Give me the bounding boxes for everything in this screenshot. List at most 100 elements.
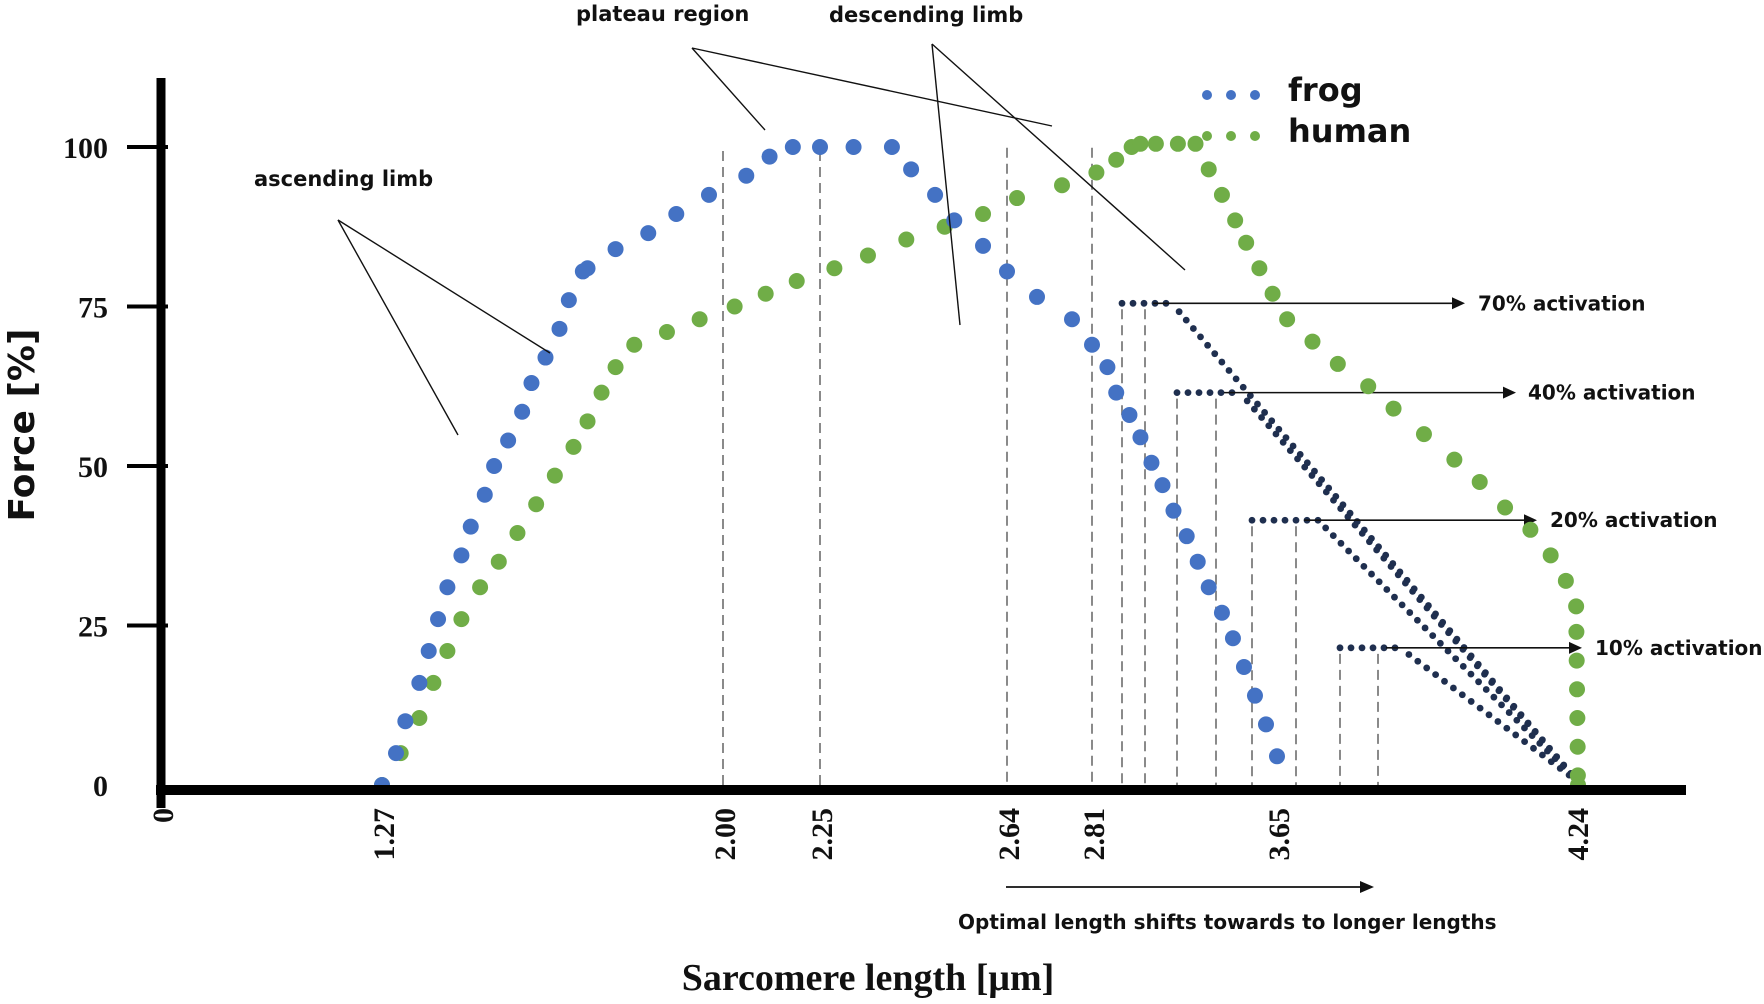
activation-dot (1509, 703, 1517, 711)
frog-point (523, 375, 540, 392)
frog-point (1189, 553, 1206, 570)
descending-limb-label: descending limb (829, 3, 1023, 27)
human-point (1054, 177, 1070, 194)
human-point (1360, 378, 1377, 395)
activation-dot (1375, 578, 1383, 586)
activation-dot (1279, 438, 1287, 446)
activation-dot (1467, 670, 1475, 678)
legend-marker-human (1202, 131, 1260, 141)
data-series (374, 135, 1586, 793)
human-point (1471, 473, 1488, 490)
series-human (374, 135, 1586, 793)
human-point (565, 438, 582, 455)
activation-dot (1246, 392, 1254, 400)
human-point (1446, 451, 1463, 468)
activation-dot (1373, 546, 1381, 554)
activation-dot (1195, 389, 1203, 397)
activation-dot (1398, 601, 1406, 609)
activation-dot (1414, 657, 1422, 665)
activation-dot (1436, 639, 1444, 647)
activation-dot (1405, 651, 1413, 658)
activation-dot (1336, 644, 1344, 652)
human-point (472, 579, 489, 596)
human-point (1569, 738, 1586, 755)
legend-label-frog: frog (1288, 71, 1363, 109)
frog-point (927, 186, 944, 203)
frog-point (1132, 429, 1149, 446)
frog-point (784, 139, 801, 155)
activation-dot (1211, 350, 1219, 358)
activation-dot (1308, 472, 1316, 479)
human-point (1238, 234, 1255, 251)
activation-dot (1485, 711, 1493, 719)
human-point (1568, 652, 1585, 669)
frog-point (500, 432, 517, 449)
ascending-pointer-2 (337, 219, 551, 354)
activation-dot (1352, 555, 1360, 563)
human-point (1415, 426, 1432, 443)
human-point (859, 247, 876, 264)
descending-pointer-1 (931, 43, 961, 326)
activation-dot (1444, 647, 1452, 655)
activation-dot (1556, 765, 1564, 772)
activation-dot (1495, 687, 1503, 695)
human-point (1385, 400, 1402, 417)
frog-point (388, 745, 405, 762)
activation-dot (1217, 389, 1225, 397)
frog-point (738, 167, 755, 184)
frog-point (1143, 454, 1160, 471)
human-point (726, 298, 743, 315)
human-point (1251, 260, 1268, 277)
activation-dot (1250, 405, 1258, 413)
activation-dot (1197, 333, 1204, 341)
activation-dot (1182, 316, 1190, 324)
plateau-pointer-2 (691, 47, 1053, 127)
activation-dot (1502, 695, 1510, 703)
human-point (528, 496, 545, 513)
frog-point (668, 205, 685, 222)
activation-label: 20% activation (1550, 508, 1718, 532)
human-point (826, 260, 843, 277)
activation-arrowhead (1452, 297, 1465, 310)
activation-dot (1450, 684, 1457, 692)
frog-point (486, 458, 503, 474)
legend-marker-frog (1202, 90, 1260, 100)
human-point (1569, 681, 1586, 698)
frog-point (514, 403, 531, 420)
human-point (975, 205, 992, 222)
human-point (691, 311, 708, 328)
activation-dot (1351, 521, 1359, 529)
activation-dot (1466, 654, 1474, 662)
human-point (579, 413, 596, 430)
activation-dot (1268, 417, 1276, 425)
activation-dot (1243, 397, 1251, 405)
activation-curves: 70% activation 40% activation 20% activati… (1118, 291, 1763, 787)
activation-dot (1416, 596, 1424, 604)
y-axis-title: Force [%] (2, 329, 43, 522)
activation-dot (1369, 644, 1377, 652)
activation-dot (1452, 637, 1460, 645)
activation-dot (1248, 516, 1256, 524)
optimal-shift-label: Optimal length shifts towards to longer … (958, 910, 1497, 934)
activation-dot (1423, 604, 1431, 612)
activation-dot (1512, 731, 1520, 739)
human-point (425, 674, 442, 691)
activation-dot (1547, 758, 1555, 766)
activation-dot (1292, 516, 1300, 524)
frog-point (883, 139, 900, 155)
frog-point (903, 161, 920, 178)
x-tick-label: 2.00 (709, 808, 742, 861)
frog-point (640, 225, 657, 242)
human-point (1169, 135, 1186, 152)
series-frog (374, 139, 1285, 793)
activation-dot (1258, 414, 1265, 421)
activation-dot (1503, 724, 1511, 732)
frog-point (1200, 579, 1217, 596)
activation-dot (1330, 496, 1337, 504)
frog-point (1084, 336, 1100, 353)
human-point (1304, 333, 1321, 350)
activation-dot (1521, 724, 1528, 732)
frog-point (845, 139, 862, 155)
human-point (546, 467, 563, 484)
activation-dot (1414, 616, 1421, 624)
